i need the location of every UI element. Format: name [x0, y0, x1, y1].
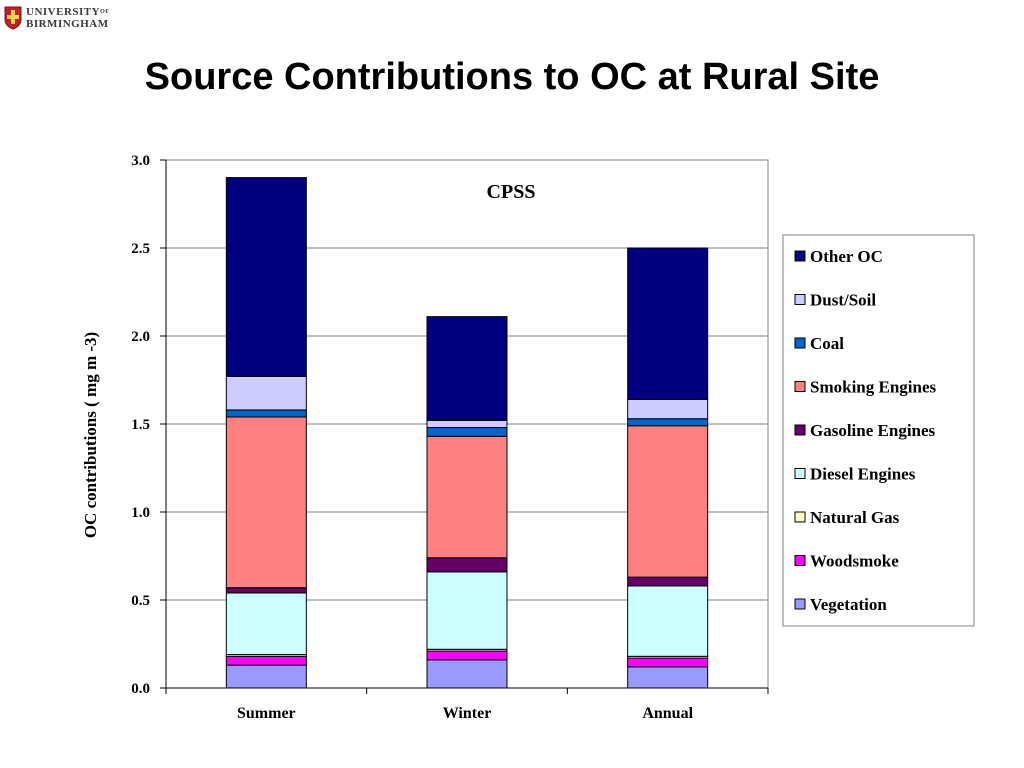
university-logo: UNIVERSITYOF BIRMINGHAM: [4, 4, 134, 34]
legend-swatch-woodsmoke: [794, 555, 806, 566]
bar-segment-gasoline-engines: [225, 587, 307, 594]
legend-swatch-natural-gas: [794, 511, 806, 523]
bar-segment-gasoline-engines: [627, 576, 709, 587]
bar-segment-diesel-engines: [627, 585, 709, 657]
legend-swatch-gasoline-engines: [794, 424, 806, 436]
bar-segment-smoking-engines: [627, 425, 709, 578]
x-category-label: Winter: [443, 705, 492, 722]
legend-swatch-diesel-engines: [794, 468, 806, 479]
bar-segment-coal: [627, 418, 709, 427]
bar-segment-gasoline-engines: [426, 557, 508, 573]
bar-segment-diesel-engines: [225, 592, 307, 656]
bar-segment-dust-soil: [627, 398, 709, 420]
y-tick-label: 1.0: [131, 505, 150, 521]
bar-segment-dust-soil: [426, 419, 508, 429]
legend-box: [782, 234, 975, 627]
bar-segment-woodsmoke: [426, 650, 508, 661]
bar-segment-other-oc: [426, 316, 508, 421]
y-tick-label: 0.5: [131, 593, 150, 609]
bar-segment-other-oc: [627, 247, 709, 400]
bar-segment-coal: [426, 427, 508, 437]
y-tick-label: 2.5: [131, 241, 150, 257]
legend-label-gasoline-engines: Gasoline Engines: [810, 421, 936, 440]
legend-label-smoking-engines: Smoking Engines: [810, 378, 937, 397]
legend-swatch-vegetation: [794, 598, 806, 610]
legend-label-woodsmoke: Woodsmoke: [810, 552, 899, 571]
y-tick-label: 2.0: [131, 329, 150, 345]
bar-segment-smoking-engines: [426, 435, 508, 559]
university-shield-icon: [4, 6, 22, 30]
y-axis-title: OC contributions ( mg m -3): [81, 332, 100, 538]
y-tick-label: 1.5: [131, 417, 150, 433]
legend-swatch-coal: [794, 337, 806, 349]
legend-swatch-smoking-engines: [794, 381, 806, 392]
bar-segment-coal: [225, 409, 307, 418]
legend-label-other-oc: Other OC: [810, 247, 883, 266]
legend-swatch-dust-soil: [794, 294, 806, 305]
y-tick-label: 3.0: [131, 153, 150, 169]
bar-segment-smoking-engines: [225, 416, 307, 589]
bar-segment-vegetation: [426, 659, 508, 689]
legend-label-natural-gas: Natural Gas: [810, 508, 900, 527]
legend: Other OC Dust/Soil Coal Smoking Engines Gaso…: [782, 234, 975, 627]
legend-label-diesel-engines: Diesel Engines: [810, 465, 916, 484]
logo-line2: BIRMINGHAM: [26, 18, 109, 30]
x-category-label: Annual: [642, 705, 693, 722]
logo-line1: UNIVERSITY: [26, 6, 101, 18]
bar-segment-diesel-engines: [426, 571, 508, 650]
legend-label-dust-soil: Dust/Soil: [810, 291, 876, 310]
bar-segment-vegetation: [225, 664, 307, 689]
legend-label-vegetation: Vegetation: [810, 595, 887, 614]
legend-label-coal: Coal: [810, 334, 844, 353]
x-category-label: Summer: [237, 705, 296, 722]
bar-segment-woodsmoke: [225, 655, 307, 666]
slide-title: Source Contributions to OC at Rural Site: [144, 56, 880, 98]
bar-segment-dust-soil: [225, 375, 307, 411]
bars: [225, 177, 709, 689]
bar-segment-vegetation: [627, 666, 709, 689]
bar-segment-woodsmoke: [627, 657, 709, 668]
university-logo-text: UNIVERSITYOF BIRMINGHAM: [26, 6, 109, 30]
bar-segment-other-oc: [225, 177, 307, 377]
axes: 0.0 0.5 1.0 1.5 2.0 2.5 3.0 Summer Winter Annual: [131, 153, 769, 722]
y-tick-label: 0.0: [131, 681, 150, 697]
logo-line1-sup: OF: [100, 9, 110, 15]
legend-swatch-other-oc: [794, 250, 806, 262]
chart-annotation: CPSS: [487, 181, 536, 203]
